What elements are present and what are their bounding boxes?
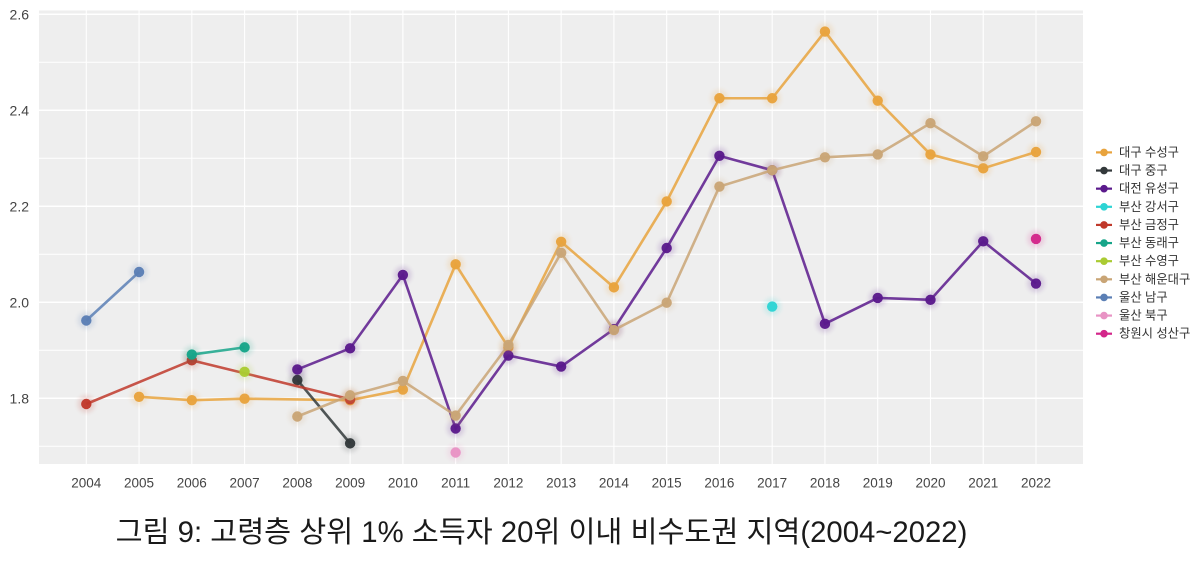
svg-text:2008: 2008	[282, 476, 312, 491]
svg-text:2011: 2011	[441, 476, 470, 491]
svg-text:2018: 2018	[810, 476, 840, 491]
svg-text:2010: 2010	[388, 476, 418, 491]
svg-text:대구 수성구: 대구 수성구	[1119, 145, 1179, 159]
svg-text:2006: 2006	[177, 476, 207, 491]
svg-text:2.0: 2.0	[10, 294, 30, 310]
svg-text:2013: 2013	[546, 476, 576, 491]
svg-text:2.6: 2.6	[10, 6, 30, 22]
svg-text:2.4: 2.4	[10, 102, 30, 118]
svg-text:2021: 2021	[968, 476, 998, 491]
svg-text:2019: 2019	[863, 476, 893, 491]
svg-text:2016: 2016	[704, 476, 734, 491]
svg-text:부산 동래구: 부산 동래구	[1119, 236, 1179, 250]
svg-text:2009: 2009	[335, 476, 365, 491]
svg-text:창원시 성산구: 창원시 성산구	[1119, 327, 1190, 341]
svg-text:울산 남구: 울산 남구	[1119, 290, 1168, 304]
svg-text:2020: 2020	[915, 476, 945, 491]
svg-text:2004: 2004	[71, 476, 102, 491]
svg-text:부산 수영구: 부산 수영구	[1119, 254, 1179, 268]
svg-text:2.2: 2.2	[10, 198, 30, 214]
svg-text:부산 해운대구: 부산 해운대구	[1119, 272, 1190, 286]
svg-text:2022: 2022	[1021, 476, 1051, 491]
svg-text:부산 강서구: 부산 강서구	[1119, 200, 1179, 214]
svg-text:부산 금정구: 부산 금정구	[1119, 218, 1179, 232]
svg-text:대전 유성구: 대전 유성구	[1119, 182, 1179, 196]
svg-text:2015: 2015	[652, 476, 682, 491]
svg-text:2012: 2012	[493, 476, 523, 491]
svg-text:2007: 2007	[230, 476, 260, 491]
svg-text:2014: 2014	[599, 476, 630, 491]
svg-text:울산 북구: 울산 북구	[1119, 309, 1168, 323]
svg-text:대구 중구: 대구 중구	[1119, 164, 1168, 178]
svg-text:1.8: 1.8	[10, 390, 30, 406]
svg-text:2005: 2005	[124, 476, 154, 491]
svg-text:2017: 2017	[757, 476, 787, 491]
